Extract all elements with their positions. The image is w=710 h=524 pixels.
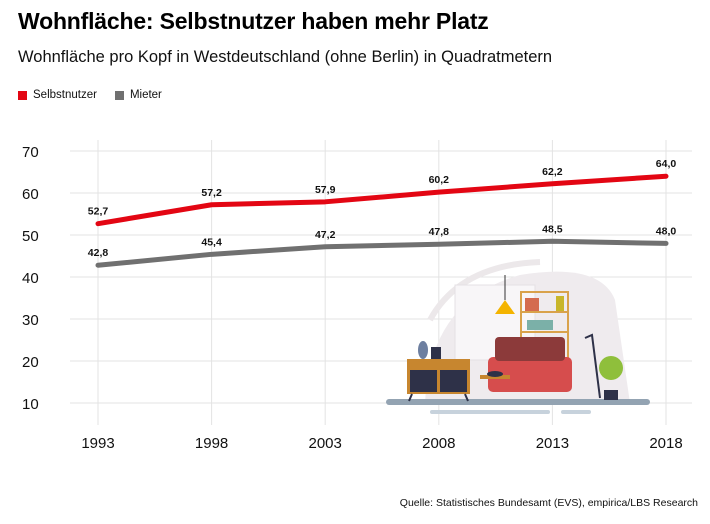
data-label: 45,4 bbox=[201, 236, 222, 248]
floor bbox=[386, 399, 650, 405]
y-tick-label: 60 bbox=[22, 186, 39, 203]
data-label: 62,2 bbox=[542, 166, 563, 178]
folder-icon bbox=[556, 296, 564, 311]
bowl-icon bbox=[487, 371, 503, 377]
sofa-seat bbox=[488, 357, 572, 392]
books-icon bbox=[525, 298, 539, 311]
y-tick-label: 50 bbox=[22, 228, 39, 245]
floor-line bbox=[430, 410, 550, 414]
data-label: 60,2 bbox=[429, 174, 450, 186]
planter-icon bbox=[527, 320, 553, 330]
series-line-mieter bbox=[95, 238, 669, 268]
chart-subtitle: Wohnfläche pro Kopf in Westdeutschland (… bbox=[18, 48, 553, 66]
plant-pot bbox=[604, 390, 618, 400]
data-label: 64,0 bbox=[656, 158, 677, 170]
x-tick-label: 2013 bbox=[536, 435, 569, 452]
sideboard-drawer bbox=[410, 370, 437, 392]
source-note: Quelle: Statistisches Bundesamt (EVS), e… bbox=[399, 497, 698, 509]
pendant-lamp-icon bbox=[495, 300, 515, 314]
arc-decoration bbox=[427, 259, 541, 322]
legend-swatch-gray bbox=[114, 90, 124, 100]
data-label: 57,2 bbox=[201, 187, 222, 199]
leg bbox=[408, 393, 413, 402]
sofa-back bbox=[495, 337, 565, 361]
y-tick-label: 20 bbox=[22, 354, 39, 371]
data-label: 42,8 bbox=[88, 247, 109, 259]
living-room-illustration bbox=[386, 259, 650, 414]
picture-frame-icon bbox=[431, 347, 441, 359]
legend-label: Mieter bbox=[129, 89, 162, 101]
x-tick-label: 2018 bbox=[649, 435, 682, 452]
data-label: 57,9 bbox=[315, 184, 336, 196]
legend-item-selbstnutzer: Selbstnutzer bbox=[18, 89, 97, 101]
legend-swatch-red bbox=[18, 90, 27, 100]
x-tick-label: 1998 bbox=[195, 435, 228, 452]
data-label: 47,8 bbox=[429, 226, 450, 238]
legend-label: Selbstnutzer bbox=[33, 89, 97, 101]
y-tick-label: 70 bbox=[22, 144, 39, 161]
x-tick-label: 2008 bbox=[422, 435, 455, 452]
x-tick-label: 1993 bbox=[81, 435, 114, 452]
sideboard-drawer bbox=[440, 370, 467, 392]
y-tick-label: 30 bbox=[22, 312, 39, 329]
legend-item-mieter: Mieter bbox=[114, 89, 162, 101]
data-label: 48,5 bbox=[542, 223, 563, 235]
series-line-selbstnutzer bbox=[95, 173, 669, 227]
floor-line bbox=[561, 410, 591, 414]
plant-icon bbox=[599, 356, 623, 380]
chart-title: Wohnfläche: Selbstnutzer haben mehr Plat… bbox=[18, 8, 489, 34]
y-tick-label: 10 bbox=[22, 396, 39, 413]
legend: Selbstnutzer Mieter bbox=[18, 89, 162, 101]
y-tick-label: 40 bbox=[22, 270, 39, 287]
data-label: 52,7 bbox=[88, 206, 109, 218]
vase-icon bbox=[418, 341, 428, 359]
data-label: 47,2 bbox=[315, 229, 336, 241]
floor-lamp-icon bbox=[584, 333, 601, 399]
data-label: 48,0 bbox=[656, 225, 677, 237]
x-tick-label: 2003 bbox=[309, 435, 342, 452]
leg bbox=[464, 393, 469, 402]
